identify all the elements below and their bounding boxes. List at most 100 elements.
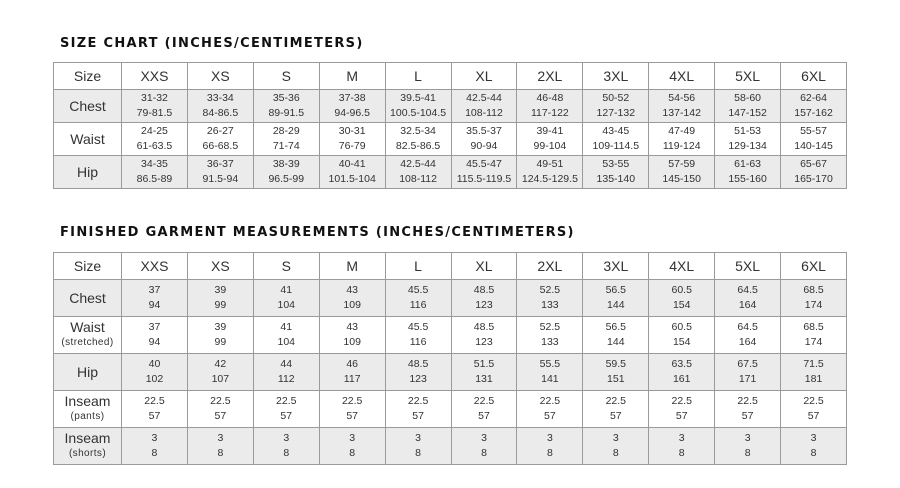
inches-value: 3: [678, 432, 685, 444]
size-chart-title: SIZE CHART (INCHES/CENTIMETERS): [60, 36, 364, 51]
centimeters-value: 8: [415, 447, 421, 459]
measurement-cell: 42.5-44 108-112: [384, 155, 452, 189]
measurement-cell: 48.5 123: [450, 316, 518, 354]
centimeters-value: 8: [481, 447, 487, 459]
measurement-cell: 40 102: [121, 353, 188, 391]
inches-value: 42.5-44: [466, 92, 502, 104]
inches-value: 35.5-37: [466, 125, 502, 137]
inches-value: 33-34: [206, 92, 234, 104]
centimeters-value: 140-145: [794, 140, 833, 152]
inches-value: 32.5-34: [400, 125, 436, 137]
centimeters-value: 82.5-86.5: [395, 140, 441, 152]
inches-value: 3: [217, 432, 224, 444]
header-row: Size XXS XS S M L XL 2XL 3XL 4XL 5XL 6XL: [53, 252, 847, 280]
inches-value: 45.5: [407, 321, 429, 333]
inches-value: 28-29: [272, 125, 300, 137]
measurement-cell: 71.5 181: [780, 353, 847, 391]
size-column-header: XXS: [121, 252, 188, 280]
row-label-text: Chest: [69, 98, 106, 114]
centimeters-value: 108-112: [399, 173, 437, 185]
centimeters-value: 117-122: [531, 107, 569, 119]
measurement-cell: 50-52 127-132: [582, 89, 650, 123]
inches-value: 54-56: [668, 92, 696, 104]
measurement-cell: 68.5 174: [780, 279, 847, 317]
measurement-cell: 22.5 57: [121, 390, 188, 428]
row-label: Chest: [53, 279, 122, 317]
measurement-cell: 38-39 96.5-99: [252, 155, 320, 189]
inches-value: 59.5: [605, 358, 627, 370]
size-column-header: 6XL: [780, 62, 847, 90]
inches-value: 39: [214, 321, 227, 333]
measurement-cell: 61-63 155-160: [714, 155, 782, 189]
inches-value: 22.5: [144, 395, 165, 407]
size-column-header: S: [252, 252, 320, 280]
centimeters-value: 8: [217, 447, 224, 459]
measurement-cell: 56.5 144: [582, 279, 650, 317]
measurement-cell: 64.5 164: [714, 316, 782, 354]
centimeters-value: 115.5-119.5: [456, 173, 512, 185]
centimeters-value: 8: [810, 447, 817, 459]
centimeters-value: 174: [804, 336, 823, 348]
inches-value: 45.5: [407, 284, 429, 296]
inches-value: 3: [744, 432, 751, 444]
table-row-chest: Chest 31-32 79-81.5 33-34 84-86.5 35-36 89-91.…: [53, 89, 847, 123]
inches-value: 37: [148, 321, 161, 333]
centimeters-value: 109: [343, 299, 361, 311]
measurement-cell: 22.5 57: [450, 390, 518, 428]
size-column-header: 5XL: [714, 62, 782, 90]
size-header: Size: [53, 252, 122, 280]
measurement-cell: 35.5-37 90-94: [450, 122, 518, 156]
centimeters-value: 145-150: [662, 173, 701, 185]
measurement-cell: 26-27 66-68.5: [186, 122, 254, 156]
inches-value: 39: [214, 284, 227, 296]
measurement-cell: 22.5 57: [186, 390, 254, 428]
size-column-header: M: [318, 62, 386, 90]
inches-value: 64.5: [737, 321, 758, 333]
size-column-header: XS: [186, 252, 254, 280]
inches-value: 36-37: [206, 158, 234, 170]
centimeters-value: 112: [277, 373, 295, 385]
inches-value: 22.5: [341, 395, 363, 407]
centimeters-value: 104: [277, 336, 296, 348]
measurement-cell: 24-25 61-63.5: [121, 122, 188, 156]
size-column-header: 3XL: [582, 252, 650, 280]
measurement-cell: 59.5 151: [582, 353, 650, 391]
inches-value: 52.5: [539, 284, 561, 296]
inches-value: 3: [349, 432, 356, 444]
inches-value: 58-60: [734, 92, 762, 104]
centimeters-value: 94: [148, 299, 161, 311]
centimeters-value: 57: [609, 410, 622, 422]
centimeters-value: 57: [478, 410, 490, 422]
centimeters-value: 57: [675, 410, 688, 422]
measurement-cell: 36-37 91.5-94: [186, 155, 254, 189]
centimeters-value: 57: [214, 410, 227, 422]
measurement-cell: 39-41 99-104: [516, 122, 584, 156]
measurement-cell: 63.5 161: [648, 353, 716, 391]
table-row-waist: Waist (stretched) 37 94 39 99 41 104 43 109 45.5 11…: [53, 316, 847, 354]
centimeters-value: 131: [475, 373, 493, 385]
centimeters-value: 154: [672, 299, 691, 311]
garment-measurements-table: Size XXS XS S M L XL 2XL 3XL 4XL 5XL 6XL Chest 37 94 39…: [53, 252, 847, 465]
row-label: Waist: [53, 122, 122, 156]
measurement-cell: 40-41 101.5-104: [318, 155, 386, 189]
header-row: Size XXS XS S M L XL 2XL 3XL 4XL 5XL 6XL: [53, 62, 847, 90]
size-column-header: L: [384, 62, 452, 90]
inches-value: 34-35: [141, 158, 168, 170]
centimeters-value: 117: [343, 373, 361, 385]
table-row-waist: Waist 24-25 61-63.5 26-27 66-68.5 28-29 71-74 3…: [53, 122, 847, 156]
table-row-chest: Chest 37 94 39 99 41 104 43 109 45.5 116 48.5 123 52.…: [53, 279, 847, 317]
inches-value: 3: [612, 432, 619, 444]
inches-value: 56.5: [605, 321, 627, 333]
centimeters-value: 181: [804, 373, 823, 385]
measurement-cell: 42 107: [186, 353, 254, 391]
measurement-cell: 51.5 131: [450, 353, 518, 391]
size-column-header: M: [318, 252, 386, 280]
inches-value: 40-41: [338, 158, 366, 170]
centimeters-value: 71-74: [272, 140, 300, 152]
measurement-cell: 45.5-47 115.5-119.5: [450, 155, 518, 189]
